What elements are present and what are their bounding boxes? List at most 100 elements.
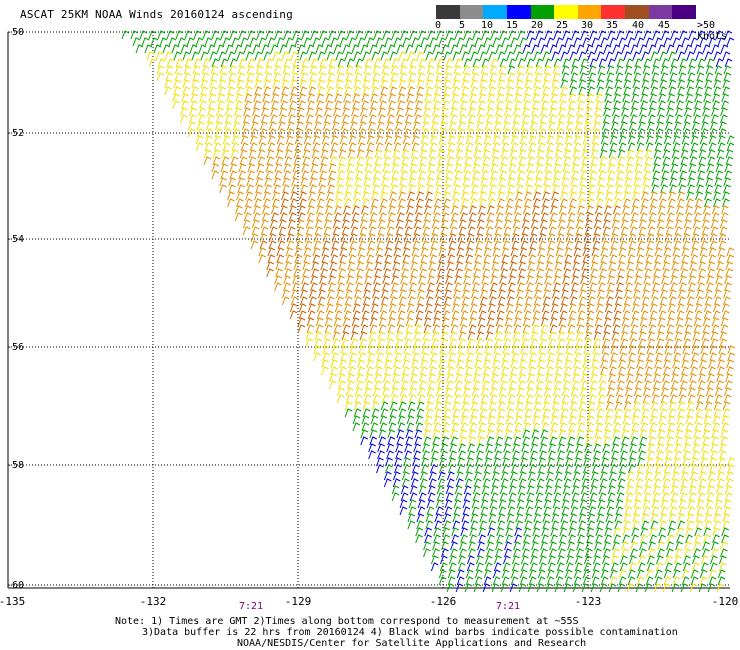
wind-barb: [488, 191, 496, 201]
wind-barb: [484, 121, 493, 131]
wind-barb: [364, 380, 373, 390]
wind-barb: [291, 177, 299, 187]
wind-barb: [564, 254, 573, 264]
wind-barb: [548, 450, 556, 460]
wind-barb: [667, 527, 675, 537]
wind-barb: [260, 226, 269, 236]
wind-barb: [594, 548, 602, 558]
wind-barb: [443, 520, 452, 530]
wind-barb: [459, 114, 467, 124]
wind-barb: [686, 86, 695, 96]
wind-barb: [400, 485, 409, 495]
wind-barb: [396, 436, 405, 446]
wind-barb: [603, 44, 612, 54]
scale-swatch: [601, 5, 626, 19]
wind-barb: [357, 359, 365, 369]
wind-barb: [351, 114, 359, 124]
wind-barb: [673, 240, 682, 250]
wind-barb: [670, 275, 678, 285]
wind-barb: [663, 366, 671, 376]
wind-barb: [428, 149, 437, 159]
wind-barb: [384, 359, 392, 369]
wind-barb: [616, 492, 625, 502]
wind-barb: [661, 380, 670, 390]
wind-barb: [484, 128, 493, 138]
wind-barb: [576, 429, 585, 439]
scale-label: 15: [505, 20, 519, 31]
wind-barb: [275, 149, 284, 159]
scale-label: 25: [555, 20, 569, 31]
wind-barb: [657, 212, 666, 222]
wind-barb: [524, 401, 533, 411]
wind-barb: [499, 282, 507, 292]
wind-barb: [691, 457, 699, 467]
wind-barb: [386, 219, 395, 229]
wind-barb: [447, 359, 455, 369]
wind-barb: [609, 359, 617, 369]
wind-barb: [587, 86, 596, 96]
wind-barb: [218, 86, 227, 96]
wind-barb: [454, 282, 462, 292]
wind-barb: [561, 177, 569, 187]
wind-barb: [500, 156, 509, 166]
wind-barb: [583, 457, 591, 467]
wind-barb: [573, 247, 582, 257]
wind-barb: [713, 86, 722, 96]
wind-barb: [535, 282, 543, 292]
wind-barb: [614, 520, 623, 530]
wind-barb: [612, 44, 621, 54]
wind-barb: [660, 72, 669, 82]
wind-barb: [246, 65, 255, 75]
wind-barb: [313, 352, 321, 362]
wind-barb: [453, 506, 462, 516]
wind-barb: [461, 513, 470, 523]
wind-barb: [391, 275, 399, 285]
wind-barb: [482, 156, 491, 166]
wind-barb: [537, 254, 546, 264]
wind-barb: [533, 86, 542, 96]
wind-barb: [429, 142, 438, 152]
wind-barb: [518, 478, 527, 488]
wind-barb: [689, 478, 698, 488]
wind-barb: [681, 254, 690, 264]
wind-barb: [408, 387, 417, 397]
wind-barb: [330, 247, 339, 257]
wind-barb: [220, 58, 229, 68]
wind-barb: [715, 30, 724, 40]
wind-barb: [639, 44, 648, 54]
wind-barb: [489, 65, 498, 75]
wind-barb: [203, 149, 212, 159]
wind-barb: [720, 541, 728, 551]
wind-barb: [555, 247, 564, 257]
wind-barb: [539, 338, 548, 348]
wind-barb: [391, 282, 399, 292]
wind-barb: [254, 51, 263, 61]
wind-barb: [461, 86, 470, 96]
wind-barb: [672, 359, 680, 369]
wind-barb: [612, 205, 621, 215]
wind-barb: [306, 114, 314, 124]
wind-barb: [537, 142, 546, 152]
wind-barb: [642, 72, 651, 82]
wind-barb: [713, 198, 721, 208]
wind-barb: [265, 30, 274, 40]
wind-barb: [482, 478, 491, 488]
wind-barb: [632, 401, 641, 411]
wind-barb: [643, 170, 652, 180]
wind-barb: [560, 513, 569, 523]
wind-barb: [401, 268, 409, 278]
wind-barb: [439, 562, 448, 572]
wind-barb: [378, 317, 387, 327]
wind-barb: [690, 569, 699, 579]
wind-barb: [477, 436, 486, 446]
wind-barb: [715, 380, 724, 390]
wind-barb: [370, 93, 378, 103]
wind-barb: [263, 198, 271, 208]
wind-barb: [532, 310, 541, 320]
wind-barb: [435, 387, 444, 397]
wind-barb: [146, 51, 155, 61]
wind-barb: [252, 107, 260, 117]
wind-barb: [642, 387, 651, 397]
wind-barb: [373, 58, 382, 68]
wind-barb: [679, 282, 687, 292]
